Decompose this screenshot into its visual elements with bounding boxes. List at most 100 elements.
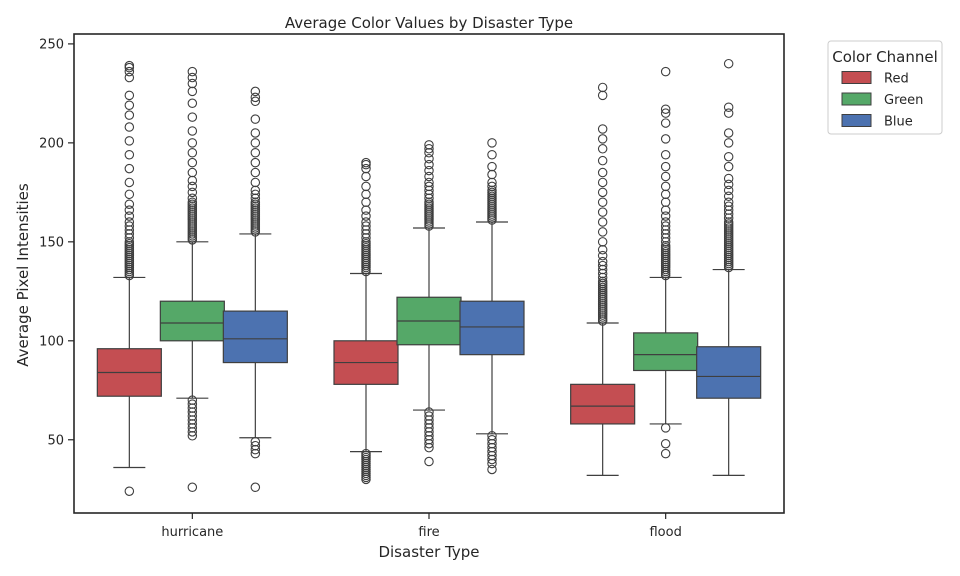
y-tick-label: 200 — [39, 136, 64, 151]
outlier-point — [361, 181, 371, 192]
box-green-hurricane — [159, 66, 225, 493]
outlier-point — [597, 256, 608, 267]
outlier-point — [187, 187, 198, 198]
outlier-point — [361, 448, 371, 459]
outlier-point — [597, 124, 608, 134]
outlier-point — [187, 167, 198, 178]
outlier-point — [361, 157, 371, 168]
box-iqr — [222, 310, 288, 364]
outlier-point — [723, 191, 734, 202]
outlier-point — [597, 155, 608, 166]
outlier-point — [597, 207, 608, 217]
plot-area — [96, 58, 762, 496]
outlier-point — [723, 151, 734, 162]
outlier-point — [660, 438, 671, 449]
outlier-point — [361, 171, 371, 182]
outlier-point — [187, 399, 198, 409]
outlier-point — [660, 108, 671, 118]
outlier-point — [660, 205, 671, 215]
outlier-point — [660, 181, 671, 192]
outlier-point — [597, 244, 608, 255]
outlier-point — [187, 66, 198, 77]
outlier-point — [597, 187, 608, 198]
x-tick-label-flood: flood — [649, 525, 681, 540]
outlier-point — [660, 149, 671, 160]
outlier-point — [660, 66, 671, 77]
outlier-point — [660, 118, 671, 128]
outlier-point — [660, 217, 671, 227]
outlier-point — [124, 100, 135, 111]
outlier-point — [597, 260, 608, 271]
outlier-point — [723, 197, 734, 207]
y-axis-title: Average Pixel Intensities — [14, 183, 32, 367]
outlier-point — [124, 211, 135, 221]
outlier-point — [597, 177, 608, 188]
legend-label-green: Green — [884, 93, 923, 108]
chart-title: Average Color Values by Disaster Type — [285, 14, 573, 32]
outlier-point — [424, 153, 434, 164]
legend: Color Channel Red Green Blue — [827, 40, 943, 135]
outlier-point — [250, 167, 261, 178]
outlier-point — [187, 395, 198, 405]
outlier-point — [487, 169, 497, 180]
outlier-point — [250, 157, 261, 168]
box-red-fire — [333, 157, 399, 485]
outlier-point — [487, 431, 497, 441]
outlier-point — [723, 173, 734, 184]
outlier-point — [124, 136, 135, 146]
legend-frame — [827, 40, 943, 135]
outlier-point — [660, 171, 671, 182]
outlier-point — [597, 250, 608, 261]
outlier-point — [124, 122, 135, 132]
legend-label-red: Red — [884, 72, 909, 87]
outlier-point — [424, 171, 434, 182]
outlier-point — [124, 110, 135, 120]
outlier-point — [597, 90, 608, 101]
outlier-point — [124, 189, 135, 200]
outlier-point — [660, 423, 671, 433]
outlier-point — [250, 189, 261, 200]
outlier-point — [660, 211, 671, 221]
outlier-point — [723, 108, 734, 118]
outlier-point — [250, 482, 261, 493]
outlier-point — [723, 128, 734, 138]
outlier-point — [124, 90, 135, 101]
outlier-point — [124, 163, 135, 174]
outlier-point — [424, 177, 434, 188]
legend-swatch-green — [841, 92, 872, 106]
outlier-point — [487, 181, 497, 192]
y-tick-label: 50 — [47, 433, 64, 448]
legend-swatch-red — [841, 71, 872, 84]
outlier-point — [723, 201, 734, 211]
outlier-point — [487, 138, 497, 148]
outlier-point — [660, 161, 671, 172]
outlier-point — [361, 211, 371, 221]
box-iqr — [696, 346, 762, 399]
outlier-point — [723, 179, 734, 190]
x-tick-label-fire: fire — [418, 525, 439, 540]
outlier-point — [187, 98, 198, 109]
outlier-point — [250, 440, 261, 451]
x-tick-label-hurricane: hurricane — [161, 525, 223, 540]
outlier-point — [187, 138, 198, 148]
outlier-point — [361, 205, 371, 215]
box-red-flood — [570, 82, 636, 476]
outlier-point — [361, 163, 371, 174]
y-axis: 50 100 150 200 250 — [39, 37, 74, 448]
outlier-point — [424, 407, 434, 417]
outlier-point — [660, 197, 671, 207]
outlier-point — [597, 197, 608, 207]
outlier-point — [723, 58, 734, 69]
box-blue-hurricane — [222, 86, 288, 493]
box-iqr — [633, 332, 699, 372]
outlier-point — [424, 144, 434, 154]
outlier-point — [361, 197, 371, 207]
outlier-point — [187, 175, 198, 186]
outlier-point — [424, 140, 434, 150]
outlier-point — [361, 217, 371, 227]
outlier-point — [187, 482, 198, 493]
outlier-point — [597, 144, 608, 154]
outlier-point — [187, 181, 198, 192]
box-blue-fire — [459, 138, 525, 475]
box-red-hurricane — [96, 60, 162, 496]
